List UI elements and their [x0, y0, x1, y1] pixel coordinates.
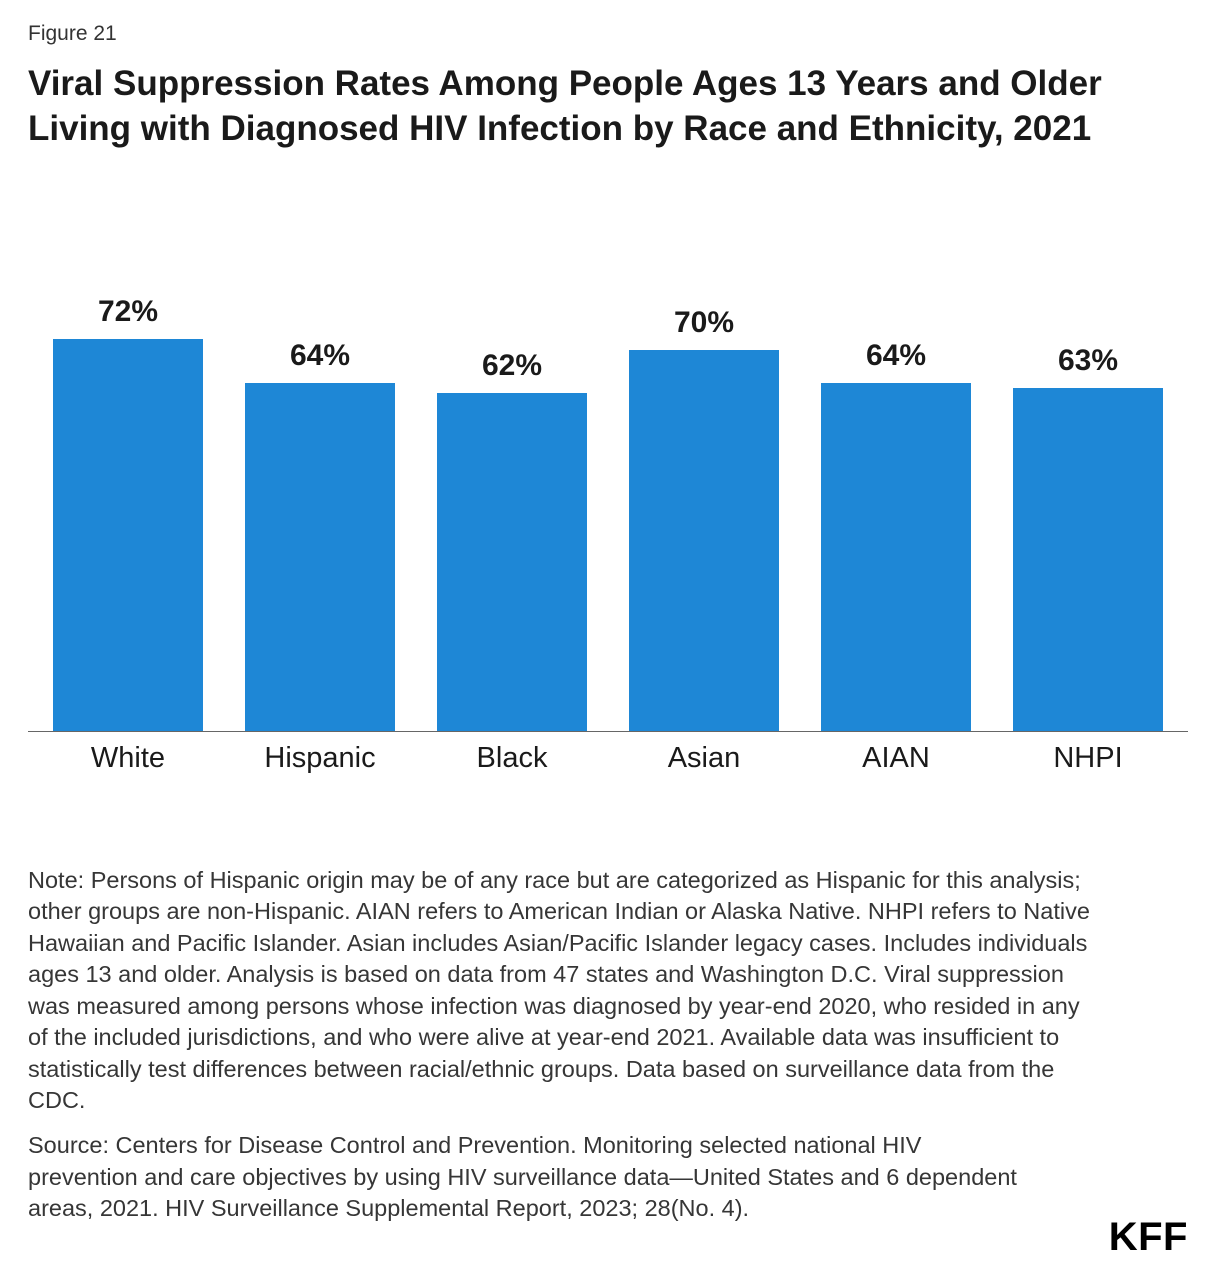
bar-value-label: 70% [674, 306, 734, 340]
bar-slot: 72% [48, 295, 208, 731]
x-axis-label: Hispanic [240, 742, 400, 775]
x-axis-label: AIAN [816, 742, 976, 775]
bar-slot: 62% [432, 349, 592, 730]
x-axis-label: Asian [624, 742, 784, 775]
bar-value-label: 62% [482, 349, 542, 383]
bar-slot: 64% [816, 339, 976, 731]
bars-container: 72% 64% 62% 70% 64% 63% [28, 242, 1188, 731]
bar-slot: 64% [240, 339, 400, 731]
bar-value-label: 64% [866, 339, 926, 373]
x-axis-labels: White Hispanic Black Asian AIAN NHPI [28, 732, 1188, 775]
bar-chart: 72% 64% 62% 70% 64% 63% [28, 242, 1188, 732]
bar-slot: 70% [624, 306, 784, 731]
figure-label: Figure 21 [28, 22, 1192, 46]
bar [629, 350, 779, 731]
note-text: Note: Persons of Hispanic origin may be … [28, 865, 1098, 1117]
bar [437, 393, 587, 730]
x-axis-label: White [48, 742, 208, 775]
source-text: Source: Centers for Disease Control and … [28, 1130, 1028, 1224]
bar [245, 383, 395, 731]
bar [821, 383, 971, 731]
bar [53, 339, 203, 731]
kff-logo: KFF [1109, 1215, 1188, 1260]
bar-value-label: 63% [1058, 344, 1118, 378]
bar-value-label: 72% [98, 295, 158, 329]
x-axis-label: NHPI [1008, 742, 1168, 775]
bar-slot: 63% [1008, 344, 1168, 731]
x-axis-label: Black [432, 742, 592, 775]
bar [1013, 388, 1163, 731]
chart-title: Viral Suppression Rates Among People Age… [28, 62, 1168, 152]
bar-value-label: 64% [290, 339, 350, 373]
